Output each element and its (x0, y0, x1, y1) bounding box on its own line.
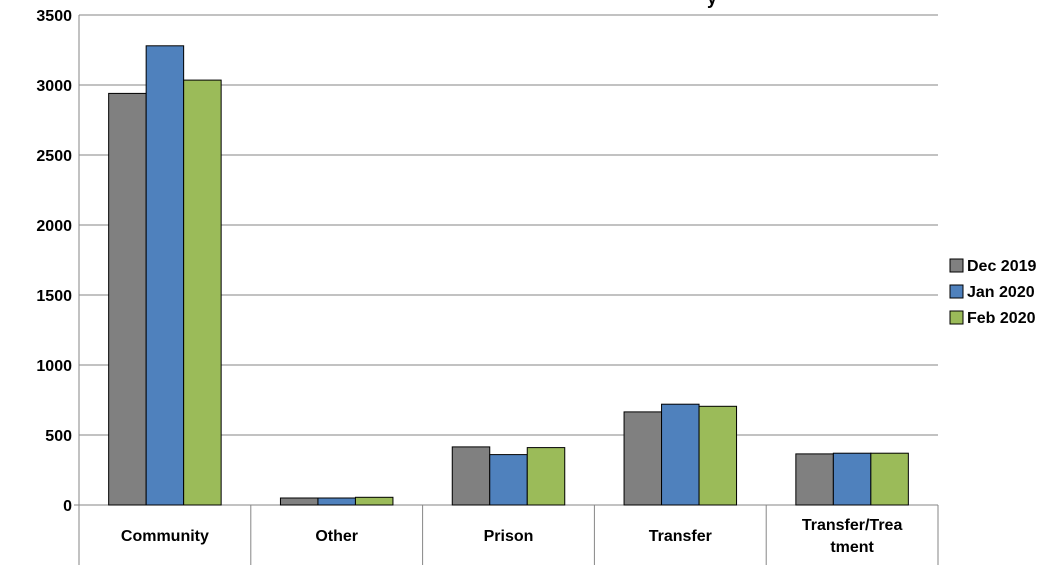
bar-jan-2020-transfer (661, 403, 700, 506)
bar-feb-2020-transfer-treatment (870, 452, 909, 506)
legend-swatch (949, 310, 964, 325)
x-tick-label: Other (315, 528, 358, 545)
bar-jan-2020-prison (489, 454, 528, 506)
bar-feb-2020-community (183, 79, 222, 506)
legend-label: Dec 2019 (967, 258, 1036, 275)
legend-label: Jan 2020 (967, 284, 1035, 301)
legend-swatch (949, 284, 964, 299)
bar-feb-2020-prison (526, 447, 566, 506)
x-tick-label: Transfer (649, 528, 712, 545)
bar-dec-2019-prison (451, 446, 491, 506)
bar-dec-2019-other (279, 497, 319, 506)
bar-jan-2020-community (145, 45, 185, 506)
bar-jan-2020-other (317, 497, 356, 506)
legend-label: Feb 2020 (967, 310, 1036, 327)
x-tick-label: Transfer/Trea (802, 517, 903, 534)
y-tick-label: 3000 (36, 78, 72, 95)
y-tick-label: 1000 (36, 358, 72, 375)
bar-feb-2020-other (354, 496, 394, 506)
bar-dec-2019-transfer-treatment (795, 453, 834, 506)
y-tick-label: 500 (45, 428, 72, 445)
x-tick-label: Community (121, 528, 209, 545)
chart-title-fragment: y (707, 0, 717, 8)
bar-dec-2019-community (108, 92, 147, 506)
legend-swatch (949, 258, 964, 273)
bar-jan-2020-transfer-treatment (832, 452, 872, 506)
x-tick-label: tment (830, 539, 874, 556)
x-tick-label: Prison (484, 528, 534, 545)
y-tick-label: 1500 (36, 288, 72, 305)
bar-feb-2020-transfer (698, 405, 738, 506)
y-tick-label: 0 (63, 498, 72, 515)
y-tick-label: 3500 (36, 8, 72, 25)
bar-dec-2019-transfer (623, 411, 663, 506)
y-tick-label: 2000 (36, 218, 72, 235)
y-tick-label: 2500 (36, 148, 72, 165)
